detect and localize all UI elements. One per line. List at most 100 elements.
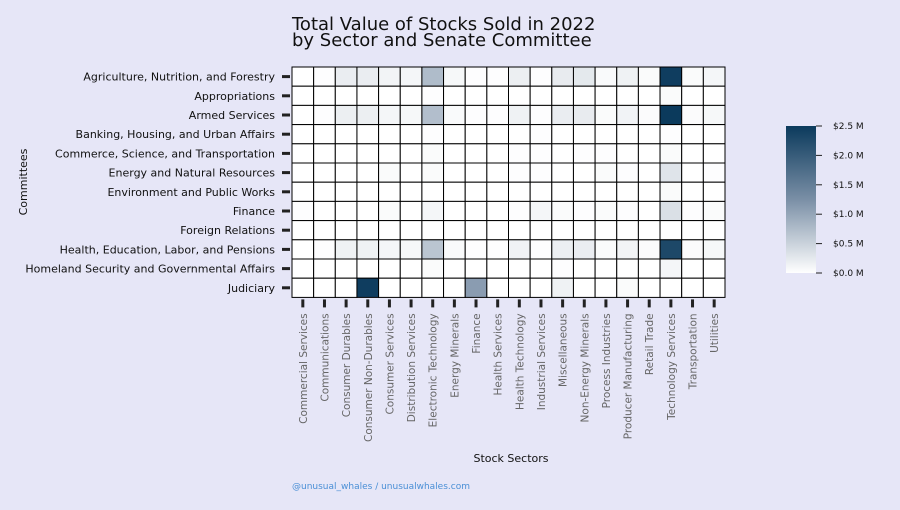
heatmap-cell <box>508 277 531 298</box>
heatmap-cell <box>443 200 466 222</box>
heatmap-cell <box>681 124 704 145</box>
heatmap-cell <box>529 220 553 241</box>
heatmap-cell <box>443 124 466 145</box>
heatmap-cell <box>702 277 726 298</box>
heatmap-cell <box>659 239 683 260</box>
column-label: Commercial Services <box>298 313 310 423</box>
column-label: Energy Minerals <box>449 313 461 397</box>
heatmap-cell <box>291 200 315 222</box>
heatmap-cell <box>486 239 510 260</box>
heatmap-cell <box>594 124 618 145</box>
heatmap-cell <box>443 104 466 126</box>
heatmap-cell <box>378 181 401 202</box>
heatmap-cell <box>464 258 488 279</box>
heatmap-cell <box>291 239 315 260</box>
heatmap-cell <box>551 181 574 202</box>
heatmap-cell <box>594 143 618 164</box>
heatmap-cell <box>508 143 531 164</box>
row-label: Judiciary <box>227 282 276 295</box>
heatmap-cell <box>702 181 726 202</box>
heatmap-cell <box>572 104 596 126</box>
heatmap-cell <box>681 181 704 202</box>
heatmap-cell <box>594 181 618 202</box>
heatmap-cell <box>508 239 531 260</box>
heatmap-cell <box>659 143 683 164</box>
heatmap-cell <box>702 104 726 126</box>
heatmap-cell <box>464 143 488 164</box>
heatmap-cell <box>378 220 401 241</box>
heatmap-cell <box>486 258 510 279</box>
heatmap-cell <box>681 239 704 260</box>
row-label: Foreign Relations <box>180 224 275 237</box>
heatmap-cell <box>637 162 661 183</box>
heatmap-cell <box>594 104 618 126</box>
heatmap-cell <box>508 162 531 183</box>
heatmap-cell <box>399 200 423 222</box>
heatmap-cell <box>291 220 315 241</box>
heatmap-cell <box>356 239 380 260</box>
heatmap-cells <box>291 66 726 298</box>
heatmap-cell <box>508 85 531 106</box>
heatmap-cell <box>681 220 704 241</box>
heatmap-cell <box>551 277 574 298</box>
heatmap-cell <box>637 220 661 241</box>
heatmap-cell <box>659 277 683 298</box>
heatmap-cell <box>399 124 423 145</box>
heatmap-cell <box>572 181 596 202</box>
heatmap-cell <box>356 85 380 106</box>
heatmap-cell <box>508 104 531 126</box>
heatmap-cell <box>486 220 510 241</box>
heatmap-cell <box>572 162 596 183</box>
heatmap-cell <box>443 181 466 202</box>
heatmap-cell <box>378 162 401 183</box>
heatmap-cell <box>659 181 683 202</box>
heatmap-cell <box>399 85 423 106</box>
column-label: Distribution Services <box>406 313 418 422</box>
heatmap-cell <box>529 66 553 87</box>
heatmap-cell <box>313 181 336 202</box>
heatmap-cell <box>681 85 704 106</box>
heatmap-cell <box>659 200 683 222</box>
column-label: Consumer Services <box>384 313 396 414</box>
heatmap-cell <box>681 104 704 126</box>
row-label: Banking, Housing, and Urban Affairs <box>76 128 276 141</box>
heatmap-cell <box>572 258 596 279</box>
heatmap-cell <box>399 104 423 126</box>
heatmap-cell <box>356 220 380 241</box>
heatmap-cell <box>616 143 639 164</box>
heatmap-cell <box>594 85 618 106</box>
heatmap-cell <box>356 258 380 279</box>
column-labels: Commercial Services Communications Consume… <box>298 299 721 442</box>
heatmap-cell <box>659 162 683 183</box>
heatmap-cell <box>486 104 510 126</box>
heatmap-cell <box>529 85 553 106</box>
heatmap-cell <box>529 200 553 222</box>
y-axis-label: Committees <box>17 148 30 215</box>
heatmap-cell <box>486 66 510 87</box>
heatmap-cell <box>334 124 358 145</box>
heatmap-cell <box>334 162 358 183</box>
heatmap-cell <box>529 239 553 260</box>
heatmap-cell <box>637 200 661 222</box>
heatmap-cell <box>464 124 488 145</box>
heatmap-cell <box>572 239 596 260</box>
heatmap-cell <box>637 85 661 106</box>
column-label: Producer Manufacturing <box>623 313 635 439</box>
heatmap-cell <box>356 143 380 164</box>
heatmap-cell <box>464 104 488 126</box>
heatmap-cell <box>616 220 639 241</box>
row-label: Commerce, Science, and Transportation <box>55 147 275 160</box>
heatmap-cell <box>313 220 336 241</box>
colorbar-ticks: $0.0 M $0.5 M $1.0 M $1.5 M $2.0 M $2.5 M <box>816 122 864 279</box>
heatmap-cell <box>313 104 336 126</box>
heatmap-cell <box>378 85 401 106</box>
heatmap-cell <box>313 258 336 279</box>
row-label: Armed Services <box>189 109 275 122</box>
colorbar-tick-label: $0.5 M <box>833 240 864 250</box>
heatmap-cell <box>681 143 704 164</box>
heatmap-cell <box>702 239 726 260</box>
column-label: Technology Services <box>666 313 678 420</box>
column-label: Health Services <box>493 313 505 395</box>
heatmap-cell <box>291 124 315 145</box>
